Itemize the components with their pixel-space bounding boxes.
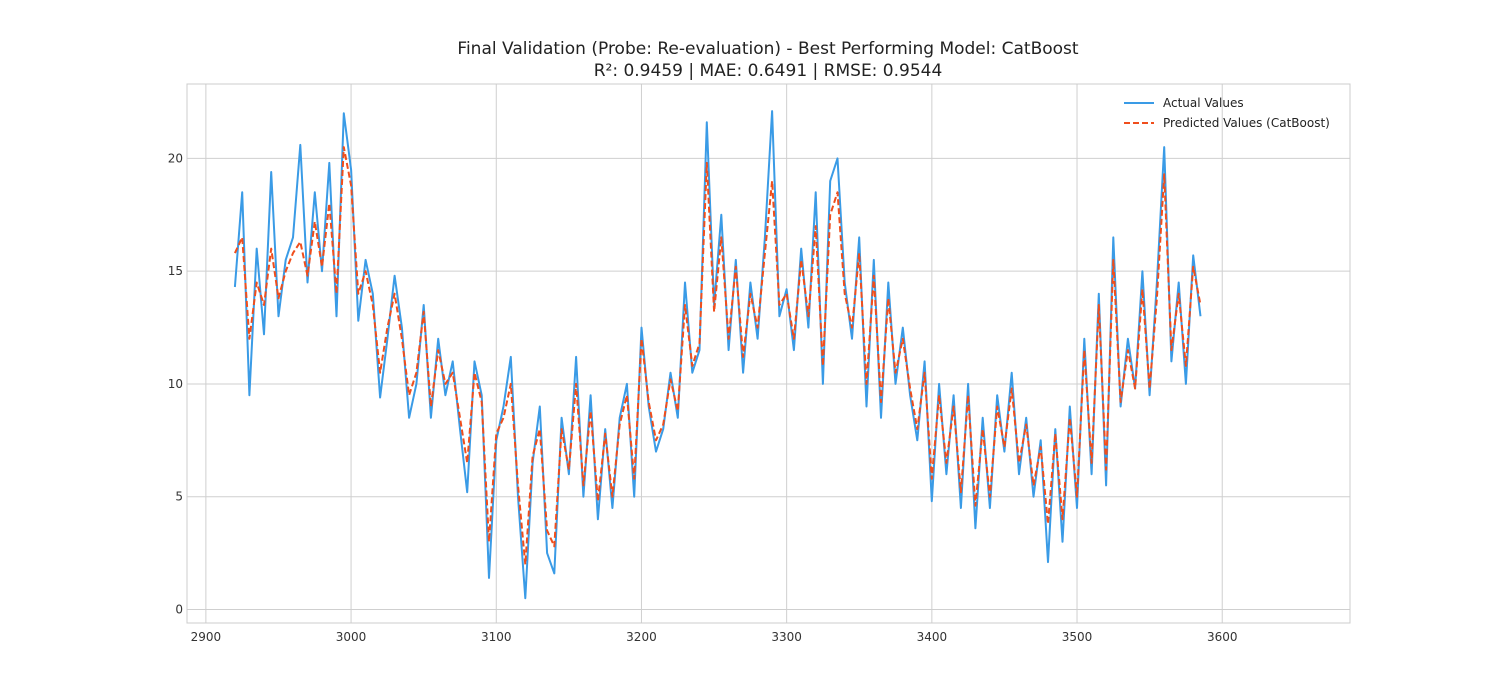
x-tick-label: 3600	[1207, 630, 1238, 644]
legend: Actual Values Predicted Values (CatBoost…	[1124, 96, 1330, 130]
series-lines	[233, 110, 1202, 600]
y-tick-label: 15	[168, 264, 183, 278]
series-actual-line	[233, 110, 1202, 600]
x-tick-label: 3100	[481, 630, 512, 644]
chart-title: Final Validation (Probe: Re-evaluation) …	[457, 39, 1078, 59]
legend-label-predicted: Predicted Values (CatBoost)	[1163, 116, 1330, 130]
x-tick-label: 3400	[917, 630, 948, 644]
series-predicted-line	[233, 146, 1202, 566]
y-tick-label: 0	[175, 602, 183, 616]
y-tick-label: 10	[168, 377, 183, 391]
plot-frame	[186, 83, 1351, 624]
x-tick-label: 3200	[626, 630, 657, 644]
x-tick-label: 3500	[1062, 630, 1093, 644]
x-tick-label: 2900	[191, 630, 222, 644]
legend-label-actual: Actual Values	[1163, 96, 1244, 110]
tick-labels: 2900 3000 3100 3200 3300 3400 3500 3600 0 5 10 15 20	[168, 151, 1238, 644]
y-tick-label: 5	[175, 490, 183, 504]
x-tick-label: 3300	[771, 630, 802, 644]
x-tick-label: 3000	[336, 630, 367, 644]
chart-subtitle: R²: 0.9459 | MAE: 0.6491 | RMSE: 0.9544	[594, 61, 943, 81]
y-tick-label: 20	[168, 151, 183, 165]
